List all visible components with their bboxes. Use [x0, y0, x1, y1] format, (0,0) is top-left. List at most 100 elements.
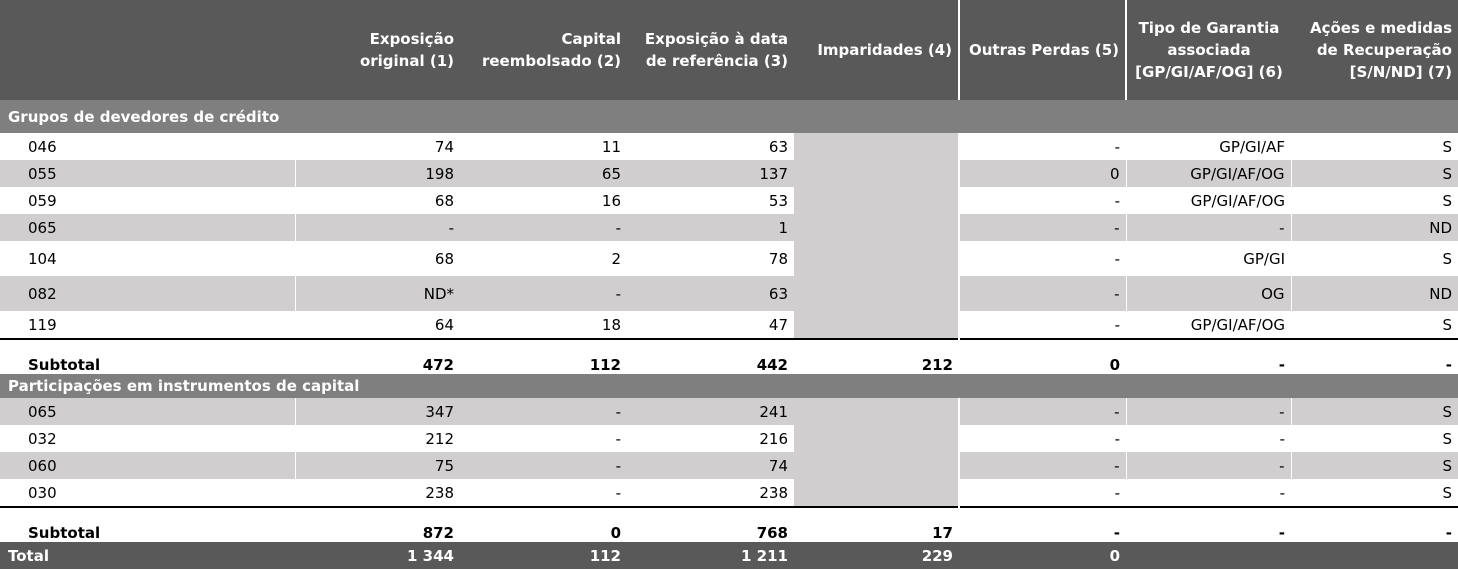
- cell-tipo-garantia: GP/GI/AF/OG: [1125, 160, 1291, 187]
- cell-imparidades-merged: [794, 398, 959, 507]
- header-empty: [0, 0, 295, 100]
- total-empty: [1126, 542, 1291, 569]
- table-row: 059 68 16 53 - GP/GI/AF/OG S: [0, 187, 1458, 214]
- cell-exposicao-referencia: 47: [768, 315, 788, 334]
- table-row: 046 74 11 63 - GP/GI/AF S: [0, 133, 1458, 339]
- cell-tipo-garantia: GP/GI: [1243, 249, 1285, 268]
- cell-outras-perdas: -: [958, 311, 1126, 339]
- cell-acoes-recuperacao: S: [1442, 483, 1452, 502]
- cell-capital-reembolsado: 2: [611, 249, 621, 268]
- cell-capital-reembolsado: -: [460, 276, 627, 311]
- cell-capital-reembolsado: -: [615, 429, 621, 448]
- cell-exposicao-referencia: 53: [768, 191, 788, 210]
- cell-capital-reembolsado: -: [460, 452, 627, 479]
- row-id: 082: [0, 276, 295, 311]
- cell-tipo-garantia: -: [1279, 483, 1285, 502]
- cell-exposicao-original: -: [294, 214, 460, 241]
- subtotal-outras-perdas: 0: [959, 338, 1126, 374]
- row-id: 119: [28, 315, 57, 334]
- cell-exposicao-original: 68: [434, 191, 454, 210]
- header-exposicao-referencia: Exposição à data de referência (3): [627, 0, 794, 100]
- row-id: 055: [0, 160, 295, 187]
- cell-acoes-recuperacao: S: [1442, 315, 1452, 334]
- cell-outras-perdas: -: [958, 133, 1126, 160]
- cell-outras-perdas: -: [958, 276, 1126, 311]
- section-title: Grupos de devedores de crédito: [0, 100, 1458, 133]
- row-id: 059: [28, 191, 57, 210]
- table-row: 060 75 - 74 - - S: [0, 452, 1458, 479]
- cell-tipo-garantia: GP/GI/AF/OG: [1190, 315, 1285, 334]
- cell-outras-perdas: -: [958, 425, 1126, 452]
- cell-capital-reembolsado: 16: [601, 191, 621, 210]
- subtotal-capital-reembolsado: 112: [460, 338, 627, 374]
- subtotal-capital-reembolsado: 0: [460, 506, 627, 542]
- table-row: 065 347 - 241 - - S: [0, 398, 1458, 507]
- total-empty: [1291, 542, 1458, 569]
- subtotal-row: Subtotal 472 112 442 212 0 - -: [0, 338, 1458, 374]
- total-imparidades: 229: [794, 542, 959, 569]
- row-id: 065: [0, 398, 295, 425]
- cell-exposicao-original: 75: [294, 452, 460, 479]
- cell-outras-perdas: -: [958, 398, 1126, 425]
- table-row: 030 238 - 238 - - S: [0, 479, 1458, 507]
- cell-outras-perdas: -: [958, 452, 1126, 479]
- subtotal-exposicao-original: 472: [295, 338, 460, 374]
- table-row: 055 198 65 137 0 GP/GI/AF/OG S: [0, 160, 1458, 187]
- section-title: Participações em instrumentos de capital: [0, 374, 1458, 398]
- cell-acoes-recuperacao: S: [1442, 191, 1452, 210]
- cell-exposicao-referencia: 63: [627, 276, 794, 311]
- cell-exposicao-referencia: 1: [627, 214, 794, 241]
- cell-exposicao-original: 198: [294, 160, 460, 187]
- cell-exposicao-referencia: 241: [627, 398, 794, 425]
- table-row: 104 68 2 78 - GP/GI S: [0, 241, 1458, 276]
- cell-outras-perdas: -: [958, 187, 1126, 214]
- table-row: 065 - - 1 - - ND: [0, 214, 1458, 241]
- subtotal-acoes-recuperacao: -: [1291, 506, 1458, 542]
- cell-capital-reembolsado: 18: [601, 315, 621, 334]
- cell-capital-reembolsado: -: [615, 483, 621, 502]
- subtotal-exposicao-referencia: 768: [627, 506, 794, 542]
- row-id: 060: [0, 452, 295, 479]
- cell-capital-reembolsado: -: [460, 398, 627, 425]
- cell-capital-reembolsado: 11: [601, 137, 621, 156]
- cell-acoes-recuperacao: S: [1290, 398, 1458, 425]
- subtotal-imparidades: 212: [794, 338, 959, 374]
- cell-tipo-garantia: -: [1125, 214, 1291, 241]
- header-tipo-garantia: Tipo de Garantia associada [GP/GI/AF/OG]…: [1126, 0, 1291, 100]
- header-outras-perdas: Outras Perdas (5): [959, 0, 1127, 100]
- cell-exposicao-referencia: 63: [768, 137, 788, 156]
- cell-acoes-recuperacao: S: [1442, 249, 1452, 268]
- cell-outras-perdas: 0: [958, 160, 1126, 187]
- total-exposicao-referencia: 1 211: [627, 542, 794, 569]
- subtotal-label: Subtotal: [0, 338, 295, 374]
- cell-acoes-recuperacao: S: [1290, 160, 1458, 187]
- cell-tipo-garantia: -: [1279, 429, 1285, 448]
- cell-exposicao-referencia: 78: [768, 249, 788, 268]
- cell-exposicao-original: 238: [425, 483, 454, 502]
- cell-tipo-garantia: -: [1125, 452, 1291, 479]
- table-row: 119 64 18 47 - GP/GI/AF/OG S: [0, 311, 1458, 339]
- section-header-credito: Grupos de devedores de crédito: [0, 100, 1458, 133]
- cell-capital-reembolsado: -: [460, 214, 627, 241]
- cell-acoes-recuperacao: ND: [1290, 276, 1458, 311]
- cell-capital-reembolsado: 65: [460, 160, 627, 187]
- subtotal-row: Subtotal 872 0 768 17 - - -: [0, 506, 1458, 542]
- total-capital-reembolsado: 112: [460, 542, 627, 569]
- cell-exposicao-original: 68: [434, 249, 454, 268]
- section-header-participacoes: Participações em instrumentos de capital: [0, 374, 1458, 398]
- header-row: Exposição original (1) Capital reembolsa…: [0, 0, 1458, 100]
- header-imparidades: Imparidades (4): [794, 0, 960, 100]
- subtotal-imparidades: 17: [794, 506, 959, 542]
- subtotal-exposicao-original: 872: [295, 506, 460, 542]
- total-label: Total: [0, 542, 295, 569]
- cell-tipo-garantia: GP/GI/AF/OG: [1190, 191, 1285, 210]
- row-id: 046: [28, 137, 57, 156]
- row-id: 065: [0, 214, 295, 241]
- row-id: 032: [28, 429, 57, 448]
- cell-acoes-recuperacao: S: [1442, 429, 1452, 448]
- cell-acoes-recuperacao: S: [1290, 452, 1458, 479]
- cell-exposicao-original: 347: [294, 398, 460, 425]
- table-row: 032 212 - 216 - - S: [0, 425, 1458, 452]
- subtotal-acoes-recuperacao: -: [1291, 338, 1458, 374]
